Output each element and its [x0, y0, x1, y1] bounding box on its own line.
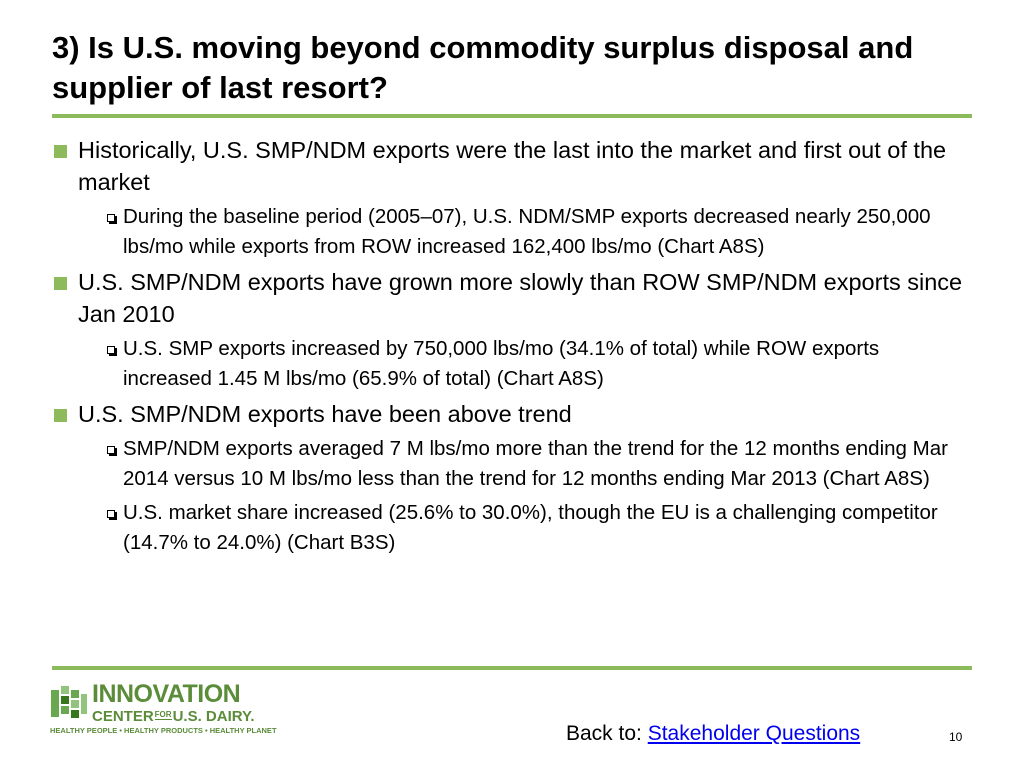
sub-bullet-item: U.S. market share increased (25.6% to 30… [52, 498, 972, 558]
hollow-square-bullet-icon [107, 214, 115, 222]
title-divider [52, 114, 972, 118]
logo-for-text: FOR [155, 710, 172, 720]
logo-tagline: HEALTHY PEOPLE • HEALTHY PRODUCTS • HEAL… [50, 726, 277, 736]
page-number: 10 [949, 730, 962, 744]
bullet-text: U.S. SMP/NDM exports have grown more slo… [78, 269, 962, 327]
stakeholder-questions-link[interactable]: Stakeholder Questions [648, 722, 860, 745]
logo-wordmark-line1: INNOVATION [92, 681, 240, 707]
sub-bullet-text: SMP/NDM exports averaged 7 M lbs/mo more… [123, 437, 948, 490]
hollow-square-bullet-icon [107, 346, 115, 354]
footer-divider [52, 666, 972, 670]
logo-us-dairy-text: U.S. DAIRY. [173, 708, 255, 725]
sub-bullet-item: SMP/NDM exports averaged 7 M lbs/mo more… [52, 434, 972, 494]
back-to-label: Back to: [566, 722, 642, 745]
square-bullet-icon [54, 409, 67, 422]
sub-bullet-text: U.S. SMP exports increased by 750,000 lb… [123, 337, 879, 390]
logo-mark-icon [50, 684, 88, 722]
back-to-navigation: Back to: Stakeholder Questions [566, 720, 860, 748]
logo-center-text: CENTER [92, 708, 154, 725]
sub-bullet-item: U.S. SMP exports increased by 750,000 lb… [52, 334, 972, 394]
sub-bullet-text: During the baseline period (2005–07), U.… [123, 205, 931, 258]
logo-wordmark-line2: CENTERFORU.S. DAIRY. [92, 706, 255, 725]
square-bullet-icon [54, 145, 67, 158]
hollow-square-bullet-icon [107, 446, 115, 454]
bullet-list: Historically, U.S. SMP/NDM exports were … [52, 134, 972, 562]
bullet-item: Historically, U.S. SMP/NDM exports were … [52, 134, 972, 198]
innovation-center-logo: INNOVATION CENTERFORU.S. DAIRY. HEALTHY … [50, 681, 265, 739]
bullet-text: Historically, U.S. SMP/NDM exports were … [78, 137, 946, 195]
bullet-item: U.S. SMP/NDM exports have been above tre… [52, 398, 972, 430]
slide-title: 3) Is U.S. moving beyond commodity surpl… [52, 28, 992, 108]
hollow-square-bullet-icon [107, 510, 115, 518]
bullet-item: U.S. SMP/NDM exports have grown more slo… [52, 266, 972, 330]
bullet-text: U.S. SMP/NDM exports have been above tre… [78, 401, 572, 427]
sub-bullet-item: During the baseline period (2005–07), U.… [52, 202, 972, 262]
square-bullet-icon [54, 277, 67, 290]
sub-bullet-text: U.S. market share increased (25.6% to 30… [123, 501, 938, 554]
